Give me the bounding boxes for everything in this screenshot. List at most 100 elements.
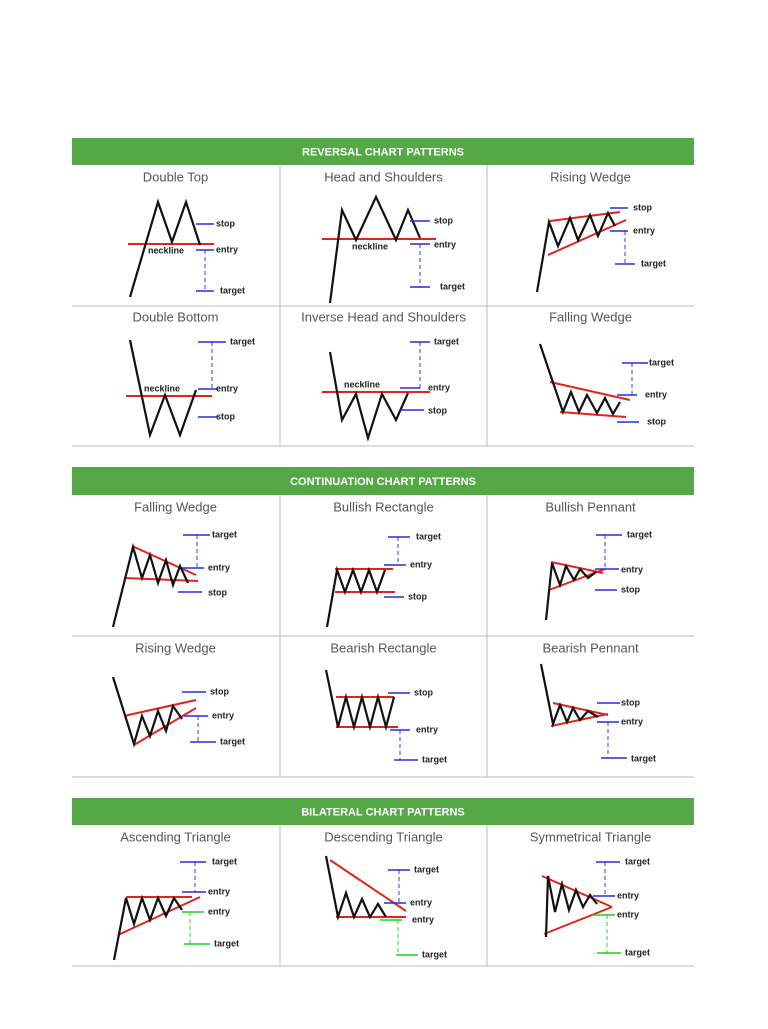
level-label: target: [220, 285, 245, 295]
price-line: [544, 875, 598, 938]
level-label: entry: [434, 239, 456, 249]
pattern-name: Falling Wedge: [134, 499, 217, 514]
pattern: Rising Wedge stop entry target: [535, 169, 666, 293]
pattern-name: Inverse Head and Shoulders: [301, 309, 466, 324]
section-title: REVERSAL CHART PATTERNS: [302, 146, 464, 158]
level-label: stop: [633, 202, 653, 212]
level-label: target: [416, 531, 441, 541]
price-line: [538, 343, 621, 417]
pattern: Falling Wedge target entry stop: [111, 499, 237, 628]
level-label: stop: [434, 215, 454, 225]
level-label: entry: [216, 244, 238, 254]
level-label: neckline: [148, 245, 184, 255]
pattern: Bearish Pennant stop entry target: [539, 640, 656, 763]
level-label: target: [434, 336, 459, 346]
level-label: target: [414, 864, 439, 874]
pattern-name: Ascending Triangle: [120, 829, 231, 844]
level-label: target: [212, 529, 237, 539]
price-line: [328, 194, 422, 304]
level-label: entry: [410, 897, 432, 907]
pattern-name: Head and Shoulders: [324, 169, 443, 184]
level-label: entry: [645, 389, 667, 399]
pattern: Bearish Rectangle stop entry target: [324, 640, 447, 764]
price-line: [539, 663, 599, 729]
red-line: [559, 411, 627, 418]
pattern-name: Descending Triangle: [324, 829, 443, 844]
red-line: [123, 699, 197, 717]
price-line: [324, 855, 387, 922]
red-line: [550, 561, 604, 574]
level-label: stop: [216, 411, 236, 421]
red-line: [549, 381, 631, 401]
pattern-name: Symmetrical Triangle: [530, 829, 651, 844]
price-line: [128, 339, 198, 439]
level-label: stop: [408, 591, 428, 601]
level-label: target: [230, 336, 255, 346]
pattern: Ascending Triangle target entry entry target: [112, 829, 239, 961]
pattern-name: Rising Wedge: [135, 640, 216, 655]
pattern-name: Rising Wedge: [550, 169, 631, 184]
level-label: neckline: [352, 241, 388, 251]
pattern: Descending Triangle target entry entry targe…: [324, 829, 447, 959]
level-label: entry: [617, 909, 639, 919]
level-label: entry: [212, 710, 234, 720]
level-label: entry: [416, 724, 438, 734]
pattern: Rising Wedge stop entry target: [111, 640, 245, 748]
level-label: target: [212, 856, 237, 866]
section-header: [72, 467, 694, 495]
section-title: CONTINUATION CHART PATTERNS: [290, 476, 476, 488]
price-line: [325, 565, 387, 628]
level-label: entry: [633, 225, 655, 235]
level-label: stop: [414, 687, 434, 697]
level-label: entry: [208, 906, 230, 916]
level-label: target: [625, 947, 650, 957]
price-line: [111, 676, 183, 748]
level-label: target: [440, 281, 465, 291]
red-line: [131, 545, 197, 576]
level-label: target: [214, 938, 239, 948]
red-line: [543, 906, 613, 935]
pattern: Bullish Rectangle target entry stop: [325, 499, 441, 628]
price-line: [328, 351, 410, 442]
price-line: [535, 210, 616, 293]
pattern-name: Bearish Rectangle: [330, 640, 436, 655]
level-label: target: [631, 753, 656, 763]
red-line: [547, 219, 627, 256]
level-label: neckline: [344, 379, 380, 389]
level-label: neckline: [144, 383, 180, 393]
level-label: entry: [412, 914, 434, 924]
level-label: target: [627, 529, 652, 539]
level-label: entry: [208, 562, 230, 572]
level-label: stop: [621, 584, 641, 594]
pattern: Head and Shoulders stop entry neckline targe…: [322, 169, 465, 304]
pattern-name: Double Bottom: [133, 309, 219, 324]
level-label: stop: [208, 587, 228, 597]
level-label: target: [422, 754, 447, 764]
level-label: target: [641, 258, 666, 268]
section-title: BILATERAL CHART PATTERNS: [301, 806, 465, 818]
price-line: [324, 669, 396, 732]
level-label: target: [649, 357, 674, 367]
level-label: entry: [428, 382, 450, 392]
level-label: entry: [208, 886, 230, 896]
pattern-name: Bullish Pennant: [545, 499, 636, 514]
pattern: Symmetrical Triangle target entry entry targ…: [530, 829, 651, 957]
pattern-name: Falling Wedge: [549, 309, 632, 324]
level-label: stop: [210, 686, 230, 696]
section-header: [72, 798, 694, 825]
pattern-name: Double Top: [143, 169, 209, 184]
section-header: [72, 138, 694, 165]
red-line: [552, 702, 609, 716]
price-line: [111, 542, 189, 628]
level-label: entry: [621, 564, 643, 574]
pattern: Falling Wedge target entry stop: [538, 309, 674, 426]
level-label: entry: [621, 716, 643, 726]
level-label: entry: [617, 890, 639, 900]
level-label: entry: [216, 383, 238, 393]
pattern-name: Bullish Rectangle: [333, 499, 433, 514]
pattern: Double Top stop entry neckline target: [128, 169, 245, 298]
level-label: target: [625, 856, 650, 866]
level-label: stop: [216, 218, 236, 228]
price-line: [128, 198, 202, 298]
price-line: [112, 894, 183, 961]
